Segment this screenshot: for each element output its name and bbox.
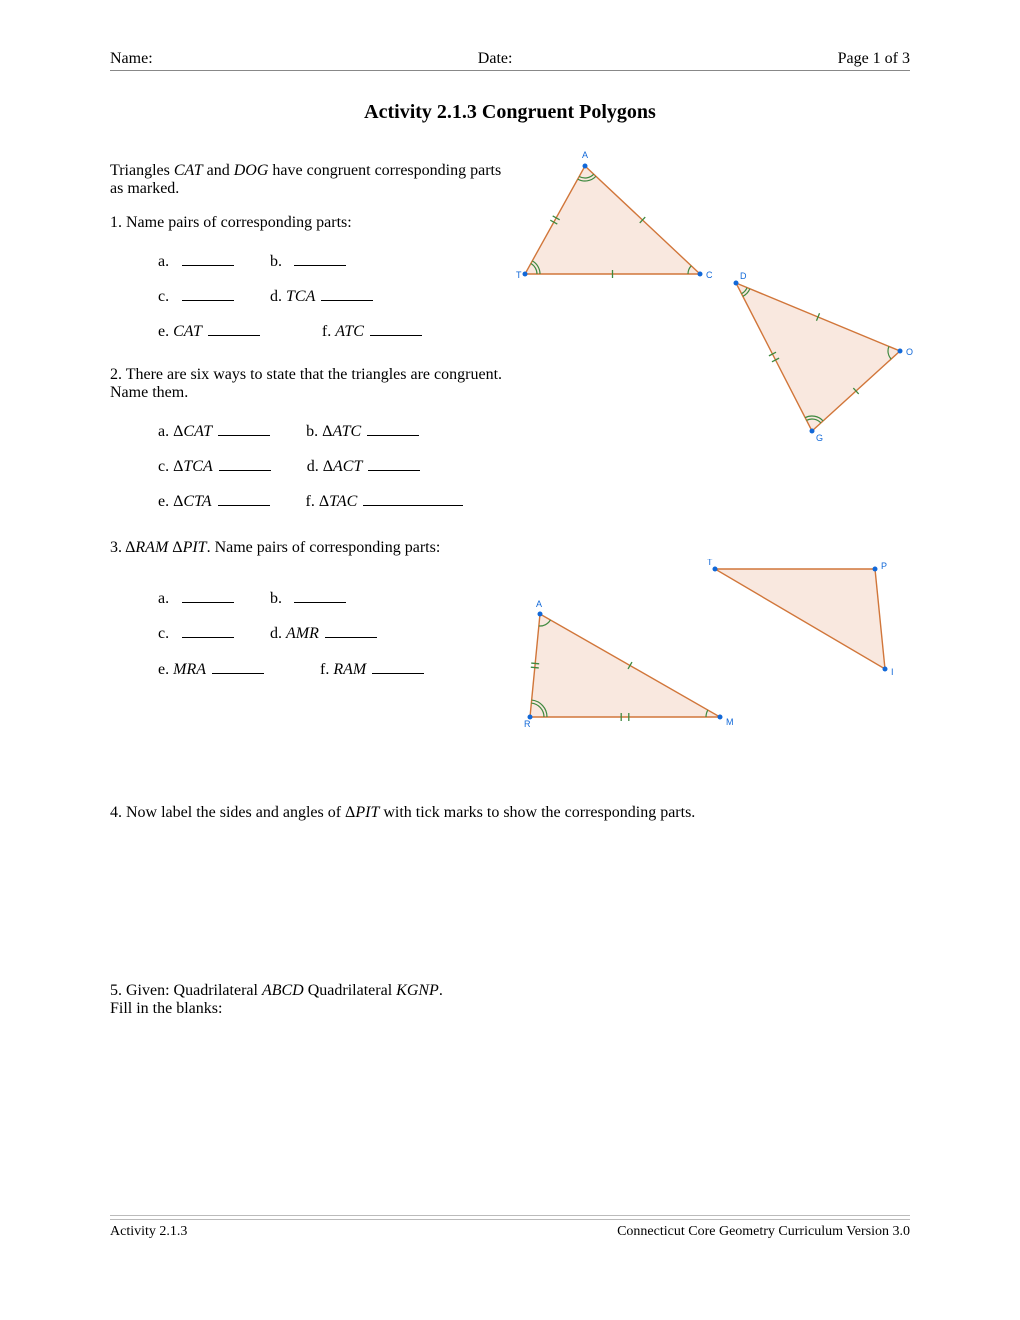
svg-text:G: G [816,433,823,443]
page-header: Name: Date: Page 1 of 3 [110,50,910,71]
triangle-pit-figure: P I T [705,559,900,684]
blank-3b[interactable] [294,586,346,603]
q1-answers: a. b. c. d. TCA e. CAT f. ATC [158,244,510,350]
blank-2c[interactable] [219,454,271,471]
blank-3a[interactable] [182,586,234,603]
intro-text: Triangles CAT and DOG have congruent cor… [110,162,510,198]
footer-right: Connecticut Core Geometry Curriculum Ver… [617,1224,910,1240]
svg-text:O: O [906,347,913,357]
triangle-cat-figure: C A T [510,146,720,291]
blank-2a[interactable] [218,419,270,436]
footer-left: Activity 2.1.3 [110,1224,187,1240]
blank-2e[interactable] [218,489,270,506]
blank-3c[interactable] [182,621,234,638]
svg-text:I: I [891,667,894,677]
question-2: 2. There are six ways to state that the … [110,366,510,402]
blank-1a[interactable] [182,249,234,266]
question-1: 1. Name pairs of corresponding parts: [110,214,510,232]
name-label: Name: [110,50,153,68]
svg-text:C: C [706,270,713,280]
svg-text:T: T [707,559,713,567]
blank-3d[interactable] [325,621,377,638]
svg-text:P: P [881,561,887,571]
blank-1e[interactable] [208,319,260,336]
date-label: Date: [478,50,513,68]
blank-1d[interactable] [321,284,373,301]
svg-text:R: R [524,719,531,729]
svg-text:M: M [726,717,734,727]
page-footer: Activity 2.1.3 Connecticut Core Geometry… [110,1215,910,1240]
blank-3e[interactable] [212,657,264,674]
triangle-dog-figure: D O G [700,271,915,446]
svg-text:T: T [516,270,522,280]
question-4: 4. Now label the sides and angles of ΔPI… [110,804,910,822]
svg-text:D: D [740,271,747,281]
triangle-ram-figure: R A M [520,599,735,734]
blank-2f[interactable] [363,489,463,506]
blank-3f[interactable] [372,657,424,674]
activity-title: Activity 2.1.3 Congruent Polygons [110,101,910,124]
blank-1f[interactable] [370,319,422,336]
blank-2b[interactable] [367,419,419,436]
blank-1b[interactable] [294,249,346,266]
blank-2d[interactable] [368,454,420,471]
svg-text:A: A [536,599,542,609]
q2-answers: a. ΔCAT b. ΔATC c. ΔTCA d. ΔACT e. ΔCTA … [158,414,510,520]
svg-text:A: A [582,150,588,160]
blank-1c[interactable] [182,284,234,301]
question-5: 5. Given: Quadrilateral ABCD Quadrilater… [110,982,910,1018]
page-number: Page 1 of 3 [838,50,910,68]
q3-answers: a. b. c. d. AMR e. MRA f. RAM [158,581,510,687]
question-3: 3. ΔRAM ΔPIT. Name pairs of correspondin… [110,539,910,557]
